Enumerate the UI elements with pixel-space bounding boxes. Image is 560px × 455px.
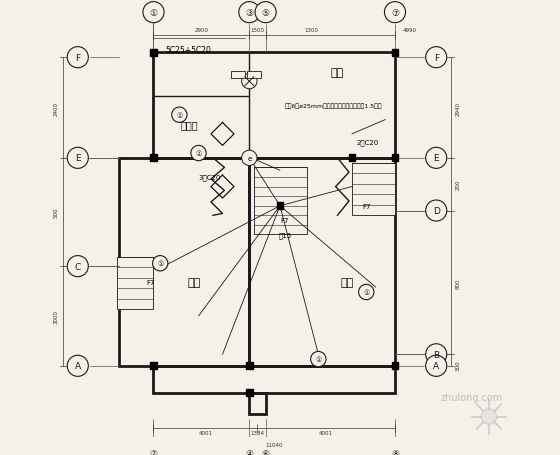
Text: E: E [75,154,81,163]
Text: ①: ① [157,261,164,267]
Circle shape [255,3,276,24]
Text: 11040: 11040 [265,441,283,446]
Text: 2400: 2400 [54,101,59,115]
Circle shape [239,3,260,24]
Text: ①: ① [176,112,183,118]
Bar [248,71,261,79]
Bar [117,257,153,309]
Text: 200: 200 [455,180,460,190]
Text: B: B [433,350,439,359]
Text: 2940: 2940 [455,101,460,115]
Text: 3？C20: 3？C20 [199,174,221,181]
Text: 1500: 1500 [250,28,264,33]
Bar [246,363,253,369]
Text: C: C [74,262,81,271]
Text: 4001: 4001 [319,430,333,435]
Circle shape [67,48,88,69]
Text: 工人房: 工人房 [180,120,198,130]
Text: 3000: 3000 [54,309,59,323]
Text: ②: ② [150,449,157,455]
Text: ⑧: ⑧ [391,449,399,455]
Text: ⑥: ⑥ [262,449,270,455]
Text: zhulong.com: zhulong.com [441,393,503,403]
Bar [391,363,398,369]
Circle shape [67,148,88,169]
Text: 2？C20: 2？C20 [357,139,379,146]
Circle shape [426,201,447,222]
Text: F: F [433,54,439,62]
Text: F: F [75,54,80,62]
Text: 5C25+5C20: 5C25+5C20 [165,46,211,55]
Bar [348,155,355,162]
Text: ④: ④ [245,449,253,455]
Text: ⑦: ⑦ [391,9,399,18]
Text: 300: 300 [455,360,460,370]
Text: A: A [433,362,439,370]
Text: e: e [247,156,251,162]
Text: 车库: 车库 [331,67,344,77]
Text: 4001: 4001 [198,430,212,435]
Bar [391,50,398,56]
Bar [153,53,395,158]
Text: ①: ① [195,151,202,157]
Circle shape [67,256,88,277]
Bar [153,366,395,393]
Circle shape [143,443,164,455]
Circle shape [242,74,257,90]
Bar [391,155,398,162]
Circle shape [143,3,164,24]
Circle shape [239,443,260,455]
Text: ①: ① [315,356,321,362]
Bar [277,203,283,210]
Circle shape [191,146,206,162]
Text: ①: ① [363,289,370,295]
Text: 800: 800 [455,278,460,288]
Text: D: D [433,207,440,216]
Text: ③: ③ [245,9,253,18]
Bar [254,168,307,235]
Text: ①: ① [150,9,157,18]
Circle shape [358,285,374,300]
Circle shape [385,443,405,455]
Text: F7: F7 [281,217,289,223]
Text: A: A [74,362,81,370]
Text: 1300: 1300 [304,28,318,33]
Bar [352,163,395,216]
Text: 采用6根ø25mm镇锡锆管至室外出盒水泥1.5米，: 采用6根ø25mm镇锡锆管至室外出盒水泥1.5米， [285,103,382,109]
Bar [150,50,157,56]
Circle shape [426,344,447,365]
Text: 客厅: 客厅 [340,278,354,288]
Text: ⑤: ⑤ [262,9,270,18]
Circle shape [152,256,168,271]
Text: E: E [433,154,439,163]
Bar [249,158,395,366]
Bar [150,155,157,162]
Text: F7: F7 [146,280,155,286]
Text: F7: F7 [362,203,371,209]
Text: 餐厅: 餐厅 [187,278,200,288]
Bar [150,363,157,369]
Text: 2900: 2900 [194,28,208,33]
Circle shape [172,108,187,123]
Circle shape [311,352,326,367]
Bar [246,389,253,396]
Circle shape [426,48,447,69]
Circle shape [242,151,257,166]
Circle shape [481,409,497,425]
Circle shape [426,355,447,376]
Text: 1384: 1384 [250,430,264,435]
Circle shape [255,443,276,455]
Text: 500: 500 [54,207,59,218]
Bar [119,158,249,366]
Text: 上15: 上15 [278,232,291,238]
Circle shape [67,355,88,376]
Circle shape [385,3,405,24]
Bar [249,393,265,414]
Circle shape [426,148,447,169]
Bar [231,71,245,79]
Text: 4990: 4990 [403,28,417,33]
